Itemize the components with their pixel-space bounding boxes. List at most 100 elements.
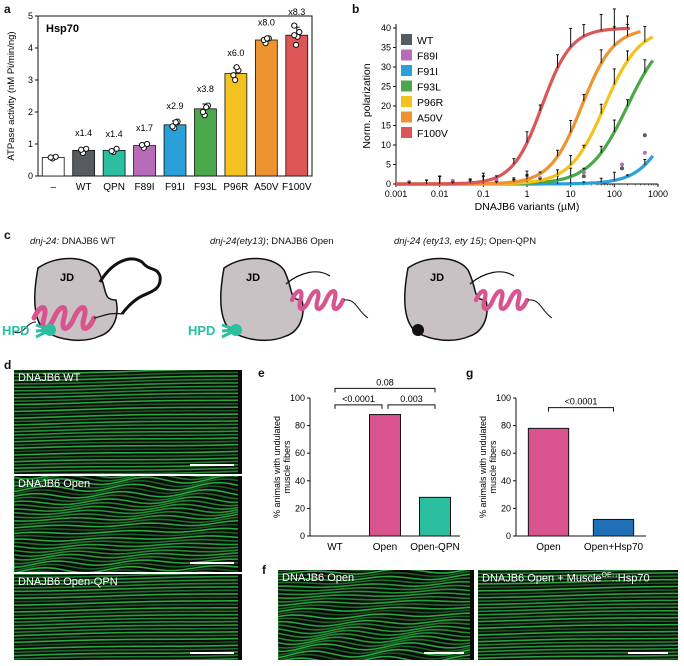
- fold-change-label: x8.0: [258, 17, 275, 27]
- y-tick-label: 2: [28, 107, 33, 117]
- data-point-WT: [642, 133, 647, 138]
- data-point: [108, 147, 115, 155]
- muscle-fiber-line: [14, 485, 239, 496]
- muscle-fiber-line: [14, 603, 239, 610]
- data-point-F89I: [620, 162, 625, 167]
- y-tick-label: 60: [501, 448, 511, 458]
- muscle-fiber-line: [14, 447, 239, 453]
- muscle-fiber-line: [14, 589, 239, 596]
- fold-change-label: x8.3: [288, 7, 305, 17]
- scale-bar: [424, 652, 464, 654]
- fold-change-label: x6.0: [227, 48, 244, 58]
- muscle-fiber-line: [278, 592, 471, 600]
- x-tick-label: P96R: [223, 182, 248, 193]
- muscle-fiber-line: [278, 628, 471, 638]
- muscle-fiber-line: [478, 578, 678, 585]
- fit-curve-F100V: [396, 26, 631, 186]
- muscle-fiber-line: [14, 371, 239, 378]
- x-tick-label: 10: [566, 189, 576, 199]
- muscle-fiber-line: [282, 654, 471, 660]
- muscle-fiber-line: [278, 615, 471, 624]
- legend-label: P96R: [417, 97, 444, 109]
- legend-swatch-A50V: [401, 111, 412, 123]
- muscle-fiber-line: [14, 420, 239, 426]
- data-point: [291, 22, 298, 29]
- legend-label: F100V: [417, 128, 448, 140]
- muscle-fiber-line: [14, 564, 239, 572]
- schematic-open: JD HPD: [188, 257, 369, 342]
- muscle-fiber-line: [14, 426, 239, 433]
- muscle-fiber-line: [14, 488, 239, 499]
- svg-text:JD: JD: [246, 272, 260, 284]
- muscle-fiber-line: [478, 570, 678, 575]
- scale-bar: [190, 562, 234, 564]
- legend-label: A50V: [417, 113, 443, 125]
- x-tick-label: F100V: [282, 182, 312, 193]
- muscle-fiber-line: [478, 613, 678, 619]
- muscle-fiber-line: [14, 596, 239, 603]
- muscle-fiber-line: [278, 570, 456, 573]
- y-tick-label: 35: [381, 43, 391, 53]
- muscle-fiber-line: [278, 599, 471, 607]
- x-tick-label: 1: [524, 189, 529, 199]
- data-point: [263, 35, 271, 42]
- y-tick-label: 60: [295, 448, 305, 458]
- y-tick-label: 100: [496, 393, 511, 403]
- data-point-WT: [620, 166, 625, 171]
- y-tick-label: 40: [501, 476, 511, 486]
- muscle-fiber-line: [478, 596, 678, 602]
- muscle-fiber-line: [69, 657, 239, 660]
- muscle-fiber-line: [14, 476, 217, 484]
- muscle-fiber-line: [478, 654, 678, 660]
- muscle-fiber-line: [14, 606, 239, 613]
- muscle-fiber-line: [14, 535, 239, 542]
- muscle-fiber-line: [14, 546, 239, 554]
- muscle-fiber-line: [14, 542, 239, 550]
- y-tick-label: 25: [381, 82, 391, 92]
- data-point: [230, 72, 237, 79]
- muscle-fiber-line: [278, 651, 471, 660]
- panel-label-g: g: [466, 366, 474, 380]
- x-tick-label: 1000: [648, 189, 668, 199]
- x-tick-label: 0.01: [431, 189, 449, 199]
- muscle-fiber-line: [14, 531, 239, 539]
- legend-label: F93L: [417, 82, 441, 94]
- fold-change-label: x1.7: [136, 123, 153, 133]
- muscle-fiber-line: [14, 478, 239, 490]
- y-tick-label: 20: [295, 503, 305, 513]
- micrograph-dnajb6-wt: DNAJB6 WT: [14, 370, 242, 474]
- fold-change-label: x2.9: [166, 101, 183, 111]
- jd-label: JD: [60, 272, 74, 284]
- muscle-fiber-line: [14, 437, 239, 443]
- muscle-fiber-line: [478, 644, 678, 650]
- significance-bracket: [548, 407, 614, 412]
- x-tick-label: QPN: [103, 182, 125, 193]
- muscle-fiber-line: [14, 440, 239, 446]
- significance-bracket: [334, 404, 383, 409]
- muscle-fiber-line: [278, 606, 471, 613]
- fold-change-label: x1.4: [75, 128, 92, 138]
- legend-swatch-F91I: [401, 65, 412, 76]
- y-tick-label: 5: [28, 11, 33, 21]
- x-tick-label: 0.1: [477, 189, 490, 199]
- muscle-fiber-line: [478, 616, 678, 623]
- muscle-fiber-line: [278, 580, 471, 589]
- scale-bar: [190, 464, 234, 466]
- panel-label-a: a: [4, 2, 11, 16]
- x-tick-label: 0.001: [385, 189, 408, 199]
- legend-label: WT: [417, 35, 434, 47]
- muscle-fiber-line: [14, 552, 239, 561]
- y-axis-label: Norm. polarization: [361, 63, 373, 148]
- muscle-fiber-line: [14, 582, 239, 589]
- panel-label-b: b: [352, 2, 360, 16]
- y-tick-label: 0: [506, 531, 511, 541]
- muscle-fiber-line: [14, 586, 239, 593]
- data-point: [203, 104, 210, 111]
- muscle-fiber-line: [478, 575, 678, 582]
- scale-bar: [628, 652, 668, 654]
- muscle-fiber-line: [14, 641, 239, 647]
- schematic-title-wt: dnj-24: DNAJB6 WT: [30, 236, 116, 247]
- muscle-fiber-line: [14, 613, 239, 620]
- x-tick-label: A50V: [254, 182, 279, 193]
